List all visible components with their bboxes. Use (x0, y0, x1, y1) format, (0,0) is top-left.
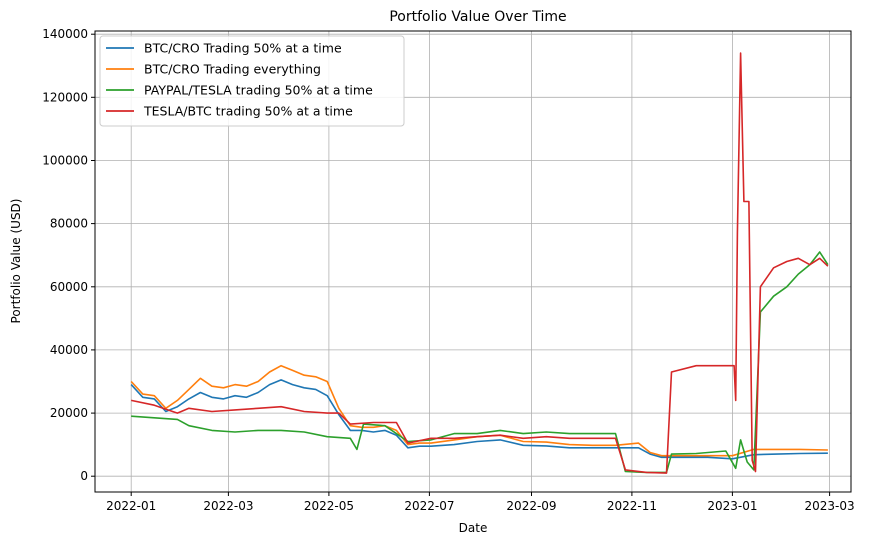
x-tick-label: 2023-03 (805, 499, 855, 513)
y-tick-label: 120000 (42, 90, 88, 104)
y-tick-label: 20000 (50, 406, 88, 420)
legend-box (99, 35, 405, 127)
plot-frame (94, 30, 852, 493)
series-line-3 (131, 251, 829, 474)
legend-label-3: PAYPAL/TESLA trading 50% at a time (144, 83, 373, 98)
series-line-4 (131, 52, 829, 474)
series-line-1 (130, 379, 828, 460)
chart-title: Portfolio Value Over Time (389, 9, 566, 25)
x-tick-label: 2022-07 (404, 499, 454, 513)
x-tick-label: 2022-03 (203, 499, 253, 513)
y-tick-label: 100000 (42, 154, 88, 168)
legend-label-1: BTC/CRO Trading 50% at a time (144, 41, 342, 56)
x-tick-label: 2022-05 (304, 499, 354, 513)
x-tick-label: 2022-09 (506, 499, 556, 513)
x-tick-label: 2023-01 (707, 499, 757, 513)
axis-ticks: 2022-01 2022-03 2022-05 2022-07 2022-09 2022-… (42, 27, 854, 513)
legend: BTC/CRO Trading 50% at a time BTC/CRO Tra… (99, 35, 405, 127)
y-tick-label: 80000 (50, 217, 88, 231)
y-tick-label: 40000 (50, 343, 88, 357)
legend-label-4: TESLA/BTC trading 50% at a time (143, 104, 353, 119)
y-axis-title: Portfolio Value (USD) (9, 199, 23, 324)
y-tick-label: 60000 (50, 280, 88, 294)
series-lines (130, 52, 829, 474)
x-tick-label: 2022-01 (106, 499, 156, 513)
x-axis-title: Date (459, 521, 488, 535)
y-tick-label: 140000 (42, 27, 88, 41)
legend-label-2: BTC/CRO Trading everything (144, 62, 321, 77)
y-tick-label: 0 (80, 469, 88, 483)
x-tick-label: 2022-11 (607, 499, 657, 513)
